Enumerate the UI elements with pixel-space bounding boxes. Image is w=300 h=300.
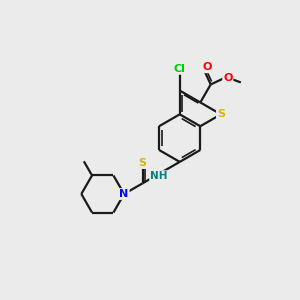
Text: O: O [223, 73, 232, 83]
Text: NH: NH [150, 171, 168, 181]
Text: S: S [217, 109, 225, 119]
Text: S: S [139, 158, 147, 168]
Text: Cl: Cl [174, 64, 186, 74]
Text: N: N [119, 189, 129, 199]
Text: O: O [202, 62, 212, 72]
